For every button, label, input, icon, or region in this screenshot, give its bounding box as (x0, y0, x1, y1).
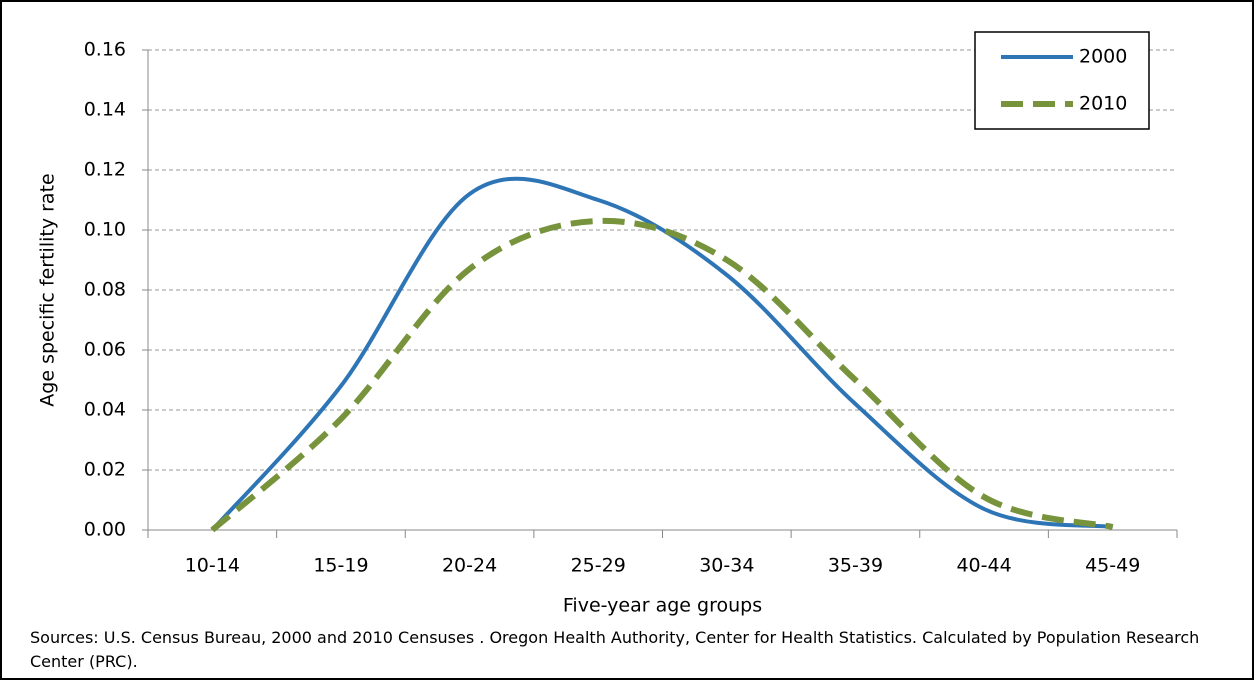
x-tick-label: 20-24 (442, 555, 497, 577)
y-tick-label: 0.08 (84, 279, 126, 301)
legend-label: 2010 (1079, 93, 1127, 115)
x-tick-label: 40-44 (956, 555, 1011, 577)
y-axis-title: Age specific fertility rate (37, 173, 59, 406)
x-tick-label: 10-14 (185, 555, 240, 577)
y-tick-label: 0.10 (84, 219, 126, 241)
y-tick-label: 0.06 (84, 339, 126, 361)
y-tick-label: 0.00 (84, 519, 126, 541)
y-tick-label: 0.14 (84, 99, 126, 121)
y-tick-label: 0.04 (84, 399, 126, 421)
legend-box (974, 31, 1150, 130)
x-tick-label: 45-49 (1085, 555, 1140, 577)
series-line (210, 176, 1113, 532)
x-tick-label: 35-39 (828, 555, 883, 577)
y-tick-label: 0.12 (84, 159, 126, 181)
x-tick-label: 30-34 (699, 555, 754, 577)
legend-label: 2000 (1079, 46, 1127, 68)
x-tick-label: 25-29 (571, 555, 626, 577)
y-tick-label: 0.02 (84, 459, 126, 481)
x-axis-title: Five-year age groups (563, 595, 762, 617)
series-line (210, 217, 1114, 533)
x-tick-label: 15-19 (313, 555, 368, 577)
y-tick-label: 0.16 (84, 39, 126, 61)
source-note: Sources: U.S. Census Bureau, 2000 and 20… (30, 628, 1200, 671)
